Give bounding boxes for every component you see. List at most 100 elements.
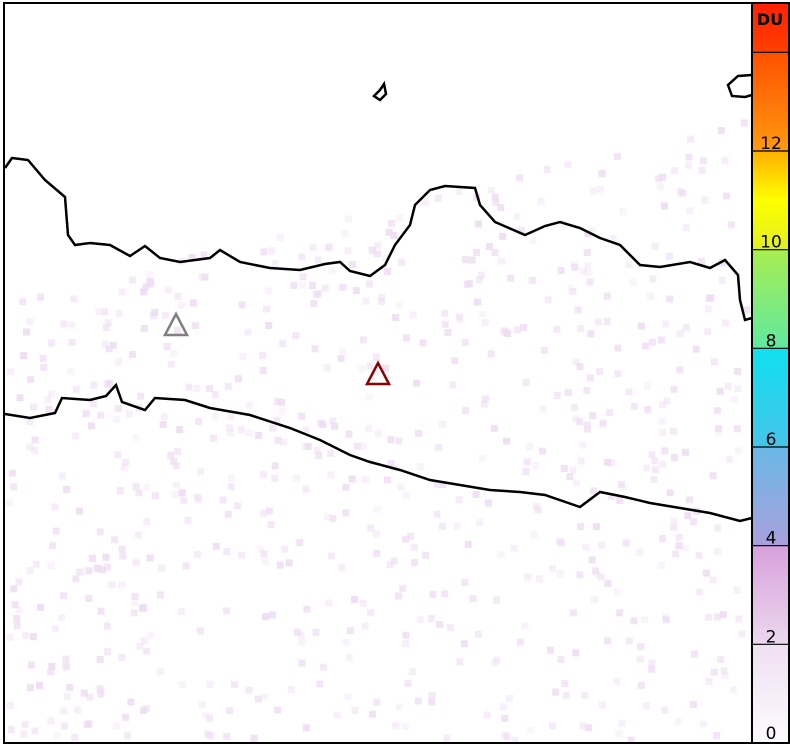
so2-pixel <box>625 260 633 268</box>
so2-pixel <box>227 412 235 420</box>
so2-pixel <box>140 288 148 296</box>
so2-pixel <box>297 631 305 639</box>
so2-pixel <box>532 462 540 470</box>
so2-pixel <box>465 280 473 288</box>
so2-pixel <box>725 455 733 463</box>
so2-pixel <box>362 297 370 305</box>
so2-pixel <box>304 442 312 450</box>
colorbar-frame <box>751 2 790 744</box>
so2-pixel <box>503 733 511 741</box>
so2-pixel <box>721 671 729 679</box>
so2-pixel <box>317 419 325 427</box>
so2-pixel <box>729 686 737 694</box>
so2-pixel <box>604 458 612 466</box>
so2-pixel <box>586 374 594 382</box>
so2-pixel <box>115 405 123 413</box>
so2-pixel <box>696 588 704 596</box>
so2-pixel <box>26 418 34 426</box>
so2-pixel <box>443 734 451 742</box>
so2-pixel <box>97 690 105 698</box>
so2-pixel <box>197 468 205 476</box>
so2-pixel <box>140 637 148 645</box>
so2-pixel <box>26 443 34 451</box>
so2-pixel <box>139 707 147 715</box>
so2-pixel <box>29 633 37 641</box>
so2-pixel <box>266 507 274 515</box>
so2-pixel <box>115 309 123 317</box>
so2-pixel <box>137 392 145 400</box>
so2-pixel <box>441 320 449 328</box>
so2-pixel <box>195 417 203 425</box>
so2-pixel <box>651 242 659 250</box>
so2-pixel <box>26 318 34 326</box>
so2-pixel <box>299 281 307 289</box>
so2-pixel <box>704 328 712 336</box>
so2-pixel <box>13 621 21 629</box>
so2-pixel <box>416 616 424 624</box>
so2-pixel <box>491 193 499 201</box>
so2-pixel <box>604 637 612 645</box>
so2-pixel <box>97 686 105 694</box>
so2-pixel <box>97 607 105 615</box>
so2-pixel <box>62 663 70 671</box>
so2-pixel <box>713 732 721 740</box>
so2-pixel <box>500 327 508 335</box>
so2-pixel <box>644 382 652 390</box>
so2-pixel <box>462 407 470 415</box>
so2-pixel <box>10 483 18 491</box>
so2-pixel <box>579 722 587 730</box>
so2-pixel <box>298 253 306 261</box>
so2-pixel <box>625 388 633 396</box>
so2-pixel <box>169 457 177 465</box>
so2-pixel <box>281 545 289 553</box>
so2-pixel <box>278 407 286 415</box>
so2-pixel <box>453 522 461 530</box>
so2-pixel <box>651 466 659 474</box>
so2-pixel <box>681 448 689 456</box>
so2-pixel <box>692 345 700 353</box>
so2-pixel <box>89 400 97 408</box>
so2-pixel <box>174 448 182 456</box>
so2-pixel <box>112 416 120 424</box>
so2-pixel <box>637 322 645 330</box>
so2-pixel <box>342 509 350 517</box>
so2-pixel <box>564 161 572 169</box>
so2-pixel <box>298 638 306 646</box>
so2-pixel <box>397 483 405 491</box>
so2-pixel <box>142 283 150 291</box>
so2-pixel <box>527 726 535 734</box>
so2-pixel <box>228 474 236 482</box>
so2-pixel <box>269 424 277 432</box>
so2-pixel <box>299 273 307 281</box>
so2-pixel <box>674 718 682 726</box>
so2-pixel <box>476 519 484 527</box>
so2-pixel <box>267 521 275 529</box>
so2-pixel <box>342 483 350 491</box>
so2-pixel <box>227 483 235 491</box>
so2-pixel <box>260 550 268 558</box>
so2-pixel <box>569 609 577 617</box>
so2-pixel <box>684 512 692 520</box>
so2-pixel <box>411 558 419 566</box>
so2-pixel <box>245 686 253 694</box>
so2-pixel <box>196 627 204 635</box>
so2-pixel <box>709 576 717 584</box>
so2-pixel <box>539 405 547 413</box>
so2-pixel <box>699 157 707 165</box>
so2-pixel <box>83 721 91 729</box>
so2-pixel <box>615 730 623 738</box>
so2-pixel <box>561 680 569 688</box>
colorbar-unit-label: DU <box>757 10 783 29</box>
so2-pixel <box>475 276 483 284</box>
so2-pixel <box>722 319 730 327</box>
so2-pixel <box>273 416 281 424</box>
so2-pixel <box>329 417 337 425</box>
so2-pixel <box>174 292 182 300</box>
so2-pixel <box>319 663 327 671</box>
so2-pixel <box>455 188 463 196</box>
so2-pixel <box>8 469 16 477</box>
so2-pixel <box>648 665 656 673</box>
so2-pixel <box>206 385 214 393</box>
so2-pixel <box>657 336 665 344</box>
so2-pixel <box>658 417 666 425</box>
